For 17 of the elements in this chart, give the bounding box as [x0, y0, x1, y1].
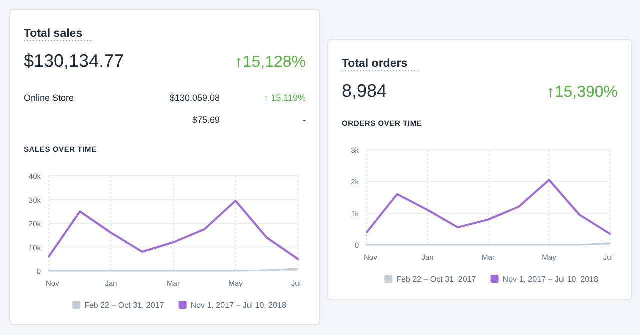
- legend-label: Nov 1, 2017 – Jul 10, 2018: [190, 301, 287, 310]
- line-series: [366, 179, 611, 235]
- text: -: [303, 115, 306, 125]
- text: ↑15,128%: [234, 54, 306, 71]
- text: $130,059.08: [170, 93, 220, 103]
- chart-title: Total orders: [342, 58, 408, 70]
- text: ↑ 15,119%: [264, 93, 306, 103]
- chart-title: Total sales: [24, 28, 83, 40]
- legend-label: Feb 22 – Oct 31, 2017: [396, 275, 477, 284]
- text: 8,984: [342, 81, 388, 101]
- text: $75.69: [192, 115, 220, 125]
- text: Online Store: [24, 93, 74, 103]
- legend-label: Feb 22 – Oct 31, 2017: [84, 301, 165, 310]
- text: $130,134.77: [24, 51, 124, 71]
- line-series: [48, 200, 299, 260]
- legend-label: Nov 1, 2017 – Jul 10, 2018: [502, 275, 599, 284]
- text: ↑15,390%: [546, 84, 618, 101]
